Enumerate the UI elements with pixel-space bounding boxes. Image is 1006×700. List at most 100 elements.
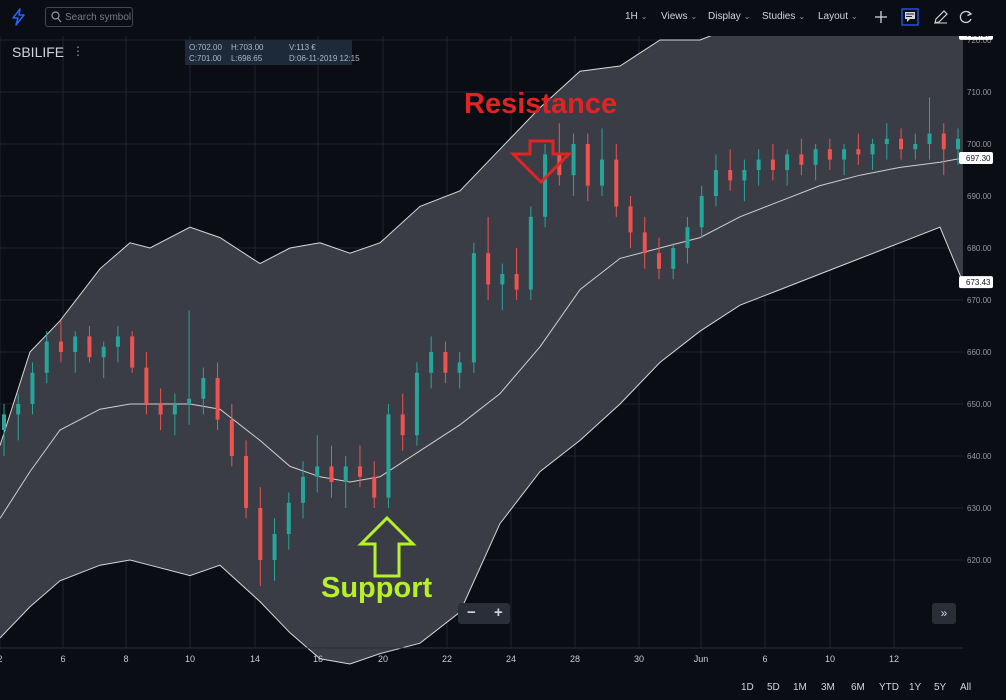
plus-icon[interactable] <box>872 8 890 26</box>
zoom-in-button[interactable]: + <box>494 604 503 621</box>
candle-body <box>699 196 704 228</box>
price-tick-label: 660.00 <box>967 348 992 357</box>
candle-body <box>899 138 904 150</box>
range-button-all[interactable]: All <box>960 682 972 693</box>
range-button-5d[interactable]: 5D <box>767 682 780 693</box>
time-tick-label: 10 <box>825 654 835 664</box>
candle-body <box>785 154 790 170</box>
search-icon <box>51 11 62 23</box>
price-tick-label: 700.00 <box>967 140 992 149</box>
candle-body <box>2 414 6 430</box>
time-tick-label: 6 <box>762 654 767 664</box>
time-tick-label: 2 <box>0 654 3 664</box>
price-badge-label: 697.30 <box>966 154 991 163</box>
symbol-title[interactable]: SBILIFE <box>12 44 65 60</box>
layout-dropdown[interactable]: Layout ⌄ <box>818 11 858 22</box>
zoom-out-button[interactable]: − <box>467 604 476 621</box>
pencil-icon[interactable] <box>932 8 950 26</box>
candle-body <box>73 336 78 352</box>
candle-body <box>813 149 818 165</box>
candle-body <box>429 352 434 373</box>
bollinger-upper-line <box>0 36 712 446</box>
refresh-icon[interactable] <box>957 8 975 26</box>
candle-body <box>87 336 92 358</box>
range-button-3m[interactable]: 3M <box>821 682 835 693</box>
candle-body <box>628 206 633 233</box>
candle-body <box>201 378 206 399</box>
chart-area[interactable]: 720.00 710.00 700.00 690.00 680.00 670.00 660.… <box>0 36 1006 700</box>
candle-body <box>656 253 661 269</box>
ohlc-close: C:701.00 <box>189 54 222 63</box>
display-label: Display <box>708 11 741 22</box>
candle-body <box>229 419 234 456</box>
comment-icon[interactable] <box>901 8 919 26</box>
candle-body <box>457 362 462 373</box>
candle-body <box>770 159 775 170</box>
resistance-label: Resistance <box>464 88 618 120</box>
support-arrow <box>357 515 417 578</box>
range-button-6m[interactable]: 6M <box>851 682 865 693</box>
ohlc-high: H:703.00 <box>231 43 264 52</box>
scroll-to-latest-button[interactable]: » <box>932 603 956 624</box>
chevron-down-icon: ⌄ <box>640 12 648 21</box>
price-chart[interactable]: 720.00 710.00 700.00 690.00 680.00 670.00 660.… <box>0 36 1006 700</box>
display-dropdown[interactable]: Display ⌄ <box>708 11 751 22</box>
candle-body <box>870 144 875 155</box>
candle-body <box>144 367 149 404</box>
time-tick-label: 22 <box>442 654 452 664</box>
bollinger-lower-line <box>0 226 964 665</box>
range-button-ytd[interactable]: YTD <box>879 682 899 693</box>
price-badge <box>959 152 993 165</box>
chevron-double-right-icon: » <box>940 606 948 620</box>
search-input[interactable] <box>65 9 131 25</box>
price-badge <box>959 276 993 289</box>
support-label: Support <box>321 572 433 604</box>
candle-body <box>927 133 932 144</box>
zoom-controls: − + <box>458 603 510 624</box>
candle-body <box>443 352 448 373</box>
ohlc-legend: O:702.00 H:703.00 V:113 € C:701.00 L:698… <box>185 40 360 65</box>
studies-dropdown[interactable]: Studies ⌄ <box>762 11 805 22</box>
ohlc-volume: V:113 € <box>289 43 316 52</box>
range-button-1y[interactable]: 1Y <box>909 682 922 693</box>
candle-body <box>58 341 63 352</box>
time-tick-label: 12 <box>889 654 899 664</box>
price-tick-label: 650.00 <box>967 400 992 409</box>
chevron-down-icon: ⌄ <box>690 12 698 21</box>
price-tick-label: 630.00 <box>967 504 992 513</box>
candle-body <box>414 372 419 436</box>
lightning-icon[interactable] <box>10 8 28 26</box>
candle-body <box>357 466 362 477</box>
range-button-1m[interactable]: 1M <box>793 682 807 693</box>
candle-body <box>286 502 291 534</box>
views-label: Views <box>661 11 688 22</box>
interval-label: 1H <box>625 11 638 22</box>
candle-body <box>315 466 320 477</box>
candle-body <box>244 456 249 508</box>
ohlc-date: D:06-11-2019 12:15 <box>289 54 360 63</box>
more-options-icon[interactable]: ⋮ <box>72 44 84 58</box>
price-tick-label: 640.00 <box>967 452 992 461</box>
range-button-5y[interactable]: 5Y <box>934 682 947 693</box>
candle-body <box>101 346 106 358</box>
range-bar: 1D 5D 1M 3M 6M YTD 1Y 5Y All <box>0 674 1006 700</box>
bollinger-band-fill <box>0 36 963 664</box>
candle-body <box>44 341 49 373</box>
candle-body <box>614 159 619 207</box>
candle-body <box>187 398 192 404</box>
views-dropdown[interactable]: Views ⌄ <box>661 11 697 22</box>
time-tick-label: Jun <box>694 654 709 664</box>
time-tick-label: 16 <box>313 654 323 664</box>
ohlc-open: O:702.00 <box>189 43 222 52</box>
candle-body <box>500 274 505 285</box>
range-button-1d[interactable]: 1D <box>741 682 754 693</box>
symbol-search[interactable] <box>45 7 133 27</box>
price-tick-label: 620.00 <box>967 556 992 565</box>
time-tick-label: 8 <box>123 654 128 664</box>
price-badge-label: 673.43 <box>966 278 991 287</box>
candle-body <box>30 372 35 404</box>
interval-dropdown[interactable]: 1H ⌄ <box>625 11 648 22</box>
price-tick-label: 670.00 <box>967 296 992 305</box>
candle-body <box>514 274 519 290</box>
candle-body <box>728 170 733 181</box>
